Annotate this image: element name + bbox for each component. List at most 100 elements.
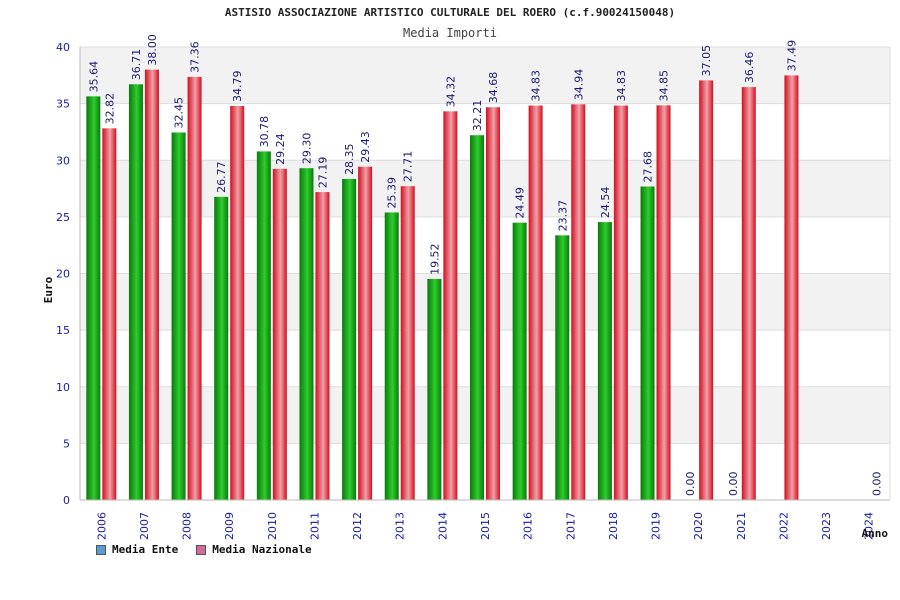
- bar-media-ente: [299, 168, 314, 501]
- data-label: 24.49: [514, 187, 527, 219]
- y-tick-label: 25: [56, 211, 70, 224]
- x-tick-label: 2007: [138, 512, 151, 540]
- x-tick-label: 2013: [394, 512, 407, 540]
- legend-label-nazionale: Media Nazionale: [212, 543, 312, 556]
- data-label: 29.30: [300, 133, 313, 165]
- bar-media-ente: [555, 235, 570, 500]
- data-label: 28.35: [343, 143, 356, 175]
- data-label: 30.78: [258, 116, 271, 148]
- x-tick-label: 2011: [308, 512, 321, 540]
- bar-media-nazionale: [613, 105, 628, 501]
- data-label: 37.05: [700, 45, 713, 77]
- bar-media-ente: [128, 84, 143, 500]
- data-label: 34.32: [444, 76, 457, 108]
- data-label: 27.68: [642, 151, 655, 183]
- data-label: 34.83: [615, 70, 628, 102]
- data-label: 37.49: [785, 40, 798, 72]
- data-label: 27.71: [402, 151, 415, 183]
- data-label: 34.94: [572, 69, 585, 101]
- chart-title: ASTISIO ASSOCIAZIONE ARTISTICO CULTURALE…: [224, 6, 676, 19]
- data-label: 32.45: [173, 97, 186, 129]
- bar-media-nazionale: [358, 166, 373, 500]
- x-tick-label: 2017: [564, 512, 577, 540]
- data-label: 0.00: [871, 472, 884, 497]
- data-label: 26.77: [215, 161, 228, 193]
- data-label: 34.79: [231, 71, 244, 103]
- x-tick-label: 2010: [266, 512, 279, 540]
- x-tick-label: 2009: [223, 512, 236, 540]
- x-tick-label: 2012: [351, 512, 364, 540]
- x-tick-label: 2022: [777, 512, 790, 540]
- bar-media-ente: [427, 278, 442, 500]
- bar-media-nazionale: [571, 104, 586, 500]
- data-labels: 35.64 36.71 32.45 26.77 30.78 29.30 28.35 25.39…: [87, 34, 883, 496]
- data-label: 27.19: [316, 157, 329, 189]
- bar-media-nazionale: [272, 168, 287, 500]
- data-label: 37.36: [189, 41, 202, 73]
- bar-media-nazionale: [528, 105, 543, 501]
- bar-media-ente: [86, 96, 101, 500]
- bar-media-ente: [256, 151, 271, 500]
- legend-item-nazionale: Media Nazionale: [196, 543, 312, 556]
- data-label: 35.64: [87, 61, 100, 93]
- y-tick-label: 35: [56, 98, 70, 111]
- x-tick-label: 2015: [479, 512, 492, 540]
- data-label: 36.46: [743, 52, 756, 84]
- x-tick-label: 2021: [735, 512, 748, 540]
- bar-media-nazionale: [741, 87, 756, 500]
- legend-swatch-nazionale: [196, 544, 207, 555]
- data-label: 32.21: [471, 100, 484, 132]
- bar-media-ente: [342, 178, 357, 500]
- x-tick-label: 2014: [436, 512, 449, 540]
- axes: 0 5 10 15 20 25 30 35 40 2006 2007 2008 2009 2010 2011…: [56, 41, 891, 540]
- x-tick-label: 2020: [692, 512, 705, 540]
- bar-media-nazionale: [144, 69, 159, 501]
- y-tick-label: 20: [56, 268, 70, 281]
- bar-media-nazionale: [486, 107, 500, 501]
- data-label: 0.00: [727, 472, 740, 497]
- x-tick-label: 2024: [863, 512, 876, 540]
- y-tick-label: 0: [63, 494, 70, 507]
- bar-media-ente: [384, 212, 399, 500]
- data-label: 23.37: [556, 200, 569, 232]
- legend: Media Ente Media Nazionale: [96, 543, 312, 556]
- data-label: 0.00: [684, 472, 697, 497]
- bar-media-ente: [171, 132, 186, 500]
- bar-media-nazionale: [315, 192, 330, 501]
- x-axis-label: Anno: [862, 527, 889, 540]
- x-tick-label: 2006: [95, 512, 108, 540]
- chart-subtitle: Media Importi: [403, 26, 497, 40]
- data-label: 38.00: [146, 34, 159, 66]
- data-label: 24.54: [599, 187, 612, 219]
- legend-item-ente: Media Ente: [96, 543, 178, 556]
- data-label: 36.71: [130, 49, 143, 81]
- x-tick-label: 2019: [650, 512, 663, 540]
- bar-media-ente: [214, 196, 229, 500]
- bar-media-nazionale: [443, 111, 458, 501]
- data-label: 19.52: [428, 243, 441, 275]
- data-label: 32.82: [103, 93, 116, 125]
- y-axis-label: Euro: [42, 276, 55, 303]
- data-label: 34.83: [530, 70, 543, 102]
- bar-media-nazionale: [400, 186, 415, 500]
- y-tick-label: 30: [56, 154, 70, 167]
- legend-label-ente: Media Ente: [112, 543, 179, 556]
- bar-media-ente: [512, 222, 527, 500]
- x-tick-label: 2008: [181, 512, 194, 540]
- bar-media-nazionale: [784, 75, 799, 500]
- data-label: 34.68: [487, 72, 500, 104]
- data-label: 25.39: [386, 177, 399, 209]
- bar-media-nazionale: [656, 105, 671, 500]
- x-tick-label: 2018: [607, 512, 620, 540]
- bars-group: [86, 69, 799, 501]
- data-label: 29.24: [274, 133, 287, 165]
- data-label: 34.85: [658, 70, 671, 102]
- bar-media-nazionale: [187, 76, 202, 500]
- bar-media-ente: [470, 135, 484, 501]
- bar-media-ente: [640, 186, 655, 501]
- y-tick-label: 40: [56, 41, 70, 54]
- bar-media-ente: [597, 222, 612, 500]
- data-label: 29.43: [359, 131, 372, 163]
- bar-media-nazionale: [699, 80, 714, 500]
- x-tick-label: 2023: [820, 512, 833, 540]
